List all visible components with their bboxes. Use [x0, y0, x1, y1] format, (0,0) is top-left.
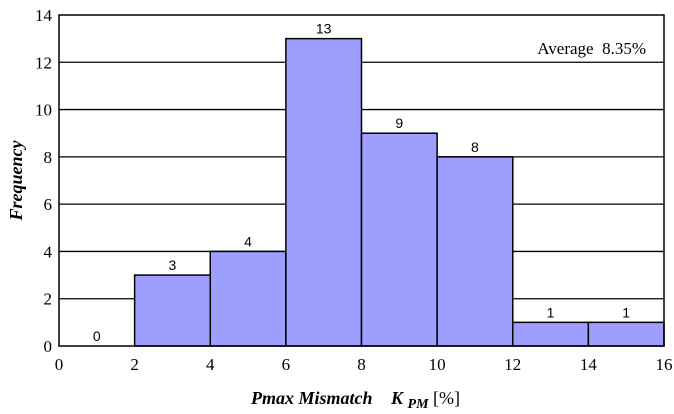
bar — [360, 132, 438, 347]
bar — [209, 250, 287, 347]
x-tick-label: 12 — [504, 355, 521, 374]
y-tick-label: 0 — [44, 337, 53, 356]
y-tick-label: 10 — [35, 101, 52, 120]
data-label: 8 — [471, 139, 479, 155]
y-tick-label: 8 — [44, 148, 53, 167]
x-tick-label: 10 — [429, 355, 446, 374]
bars — [133, 37, 665, 347]
x-tick-label: 2 — [130, 355, 139, 374]
y-tick-label: 6 — [44, 195, 53, 214]
data-label: 13 — [316, 21, 332, 37]
y-tick-label: 2 — [44, 290, 53, 309]
x-tick-label: 8 — [357, 355, 366, 374]
data-label: 0 — [93, 328, 101, 344]
y-axis-title: Frequency — [6, 140, 26, 222]
y-tick-label: 4 — [44, 242, 53, 261]
y-tick-label: 14 — [35, 6, 53, 25]
average-annotation: Average 8.35% — [537, 39, 646, 58]
bar — [512, 321, 590, 347]
bar — [436, 156, 514, 347]
bar — [587, 321, 665, 347]
y-tick-labels: 0 2 4 6 8 10 12 14 — [35, 6, 53, 356]
data-label: 1 — [547, 304, 555, 320]
x-tick-labels: 0 2 4 6 8 10 12 14 16 — [55, 355, 673, 374]
data-label: 9 — [395, 115, 403, 131]
x-axis-title-main: Pmax Mismatch — [250, 388, 373, 408]
x-tick-label: 4 — [206, 355, 215, 374]
bar — [133, 274, 211, 347]
data-label: 1 — [622, 304, 630, 320]
x-axis-title-unit: [%] — [433, 388, 460, 408]
x-tick-label: 6 — [282, 355, 291, 374]
bar — [285, 37, 363, 347]
data-label: 4 — [244, 233, 252, 249]
data-label: 3 — [169, 257, 177, 273]
x-tick-label: 14 — [580, 355, 598, 374]
x-axis-title-subscript: PM — [408, 397, 430, 412]
x-tick-label: 0 — [55, 355, 64, 374]
data-labels: 0 3 4 13 9 8 1 1 — [93, 21, 630, 344]
x-axis-title: Pmax Mismatch K PM [%] — [250, 388, 460, 412]
x-axis-title-symbol: K — [390, 388, 405, 408]
x-tick-label: 16 — [656, 355, 673, 374]
y-tick-label: 12 — [35, 53, 52, 72]
plot-frame — [58, 14, 665, 347]
